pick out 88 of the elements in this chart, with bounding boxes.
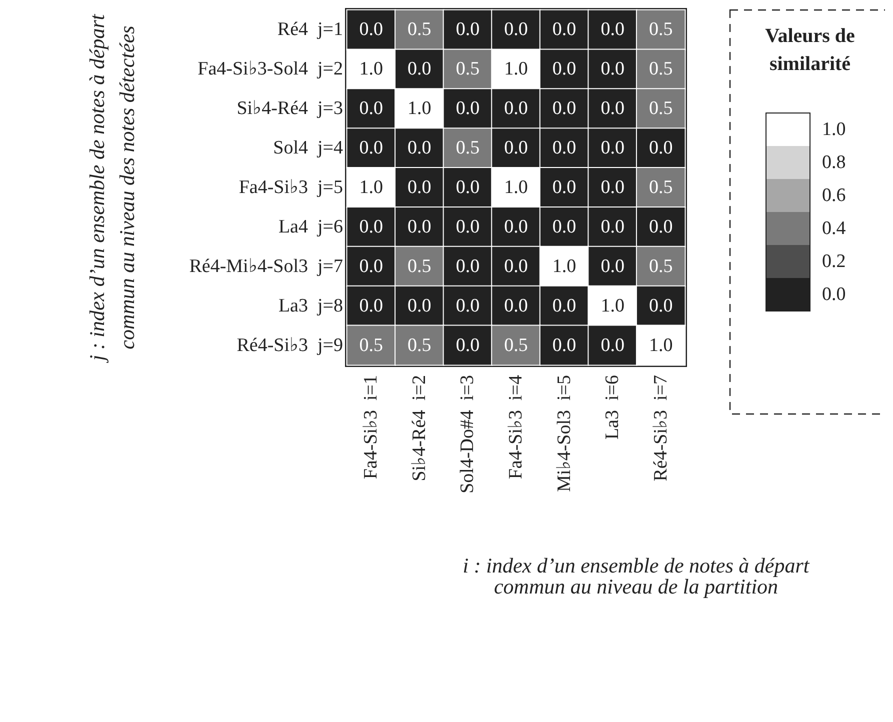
- data-label: 0.0: [552, 98, 576, 120]
- data-label: 0.0: [504, 256, 528, 277]
- color-bar-label: 0.6: [822, 185, 846, 206]
- y-tick-label: Sol4 j=4: [273, 138, 344, 159]
- x-tick-label: Ré4-Si♭3 i=7: [650, 375, 672, 482]
- data-label: 0.0: [552, 334, 576, 356]
- y-tick-label: Ré4-Mi♭4-Sol3 j=7: [189, 256, 343, 277]
- data-label: 0.5: [648, 177, 673, 198]
- data-label: 0.0: [600, 177, 624, 198]
- data-label: 0.0: [456, 177, 480, 198]
- data-label: 0.0: [504, 138, 528, 159]
- color-bar-label: 0.4: [822, 218, 846, 239]
- y-tick-label: Si♭4-Ré4 j=3: [236, 98, 343, 120]
- data-label: 1.0: [359, 177, 384, 198]
- data-label: 0.0: [456, 256, 480, 277]
- data-label: 0.0: [408, 295, 432, 316]
- data-label: 0.0: [408, 138, 432, 159]
- data-label: 0.0: [359, 138, 384, 159]
- data-label: 1.0: [600, 295, 624, 316]
- color-bar-label: 1.0: [822, 119, 846, 140]
- y-axis-title: j : index d’un ensemble de notes à départ commun au niveau des notes détectées: [85, 13, 139, 364]
- data-label: 1.0: [504, 177, 528, 198]
- data-label: 0.0: [648, 216, 673, 238]
- data-label: 0.0: [600, 334, 624, 356]
- data-label: 0.0: [359, 19, 384, 40]
- data-label: 0.0: [552, 216, 576, 238]
- data-label: 0.5: [359, 334, 384, 356]
- data-label: 0.0: [456, 98, 480, 120]
- data-label: 0.0: [600, 138, 624, 159]
- data-label: 0.0: [408, 216, 432, 238]
- data-label: 1.0: [408, 98, 432, 120]
- x-tick-label: Fa4-Si♭3 i=4: [506, 374, 526, 480]
- data-label: 0.0: [359, 216, 384, 238]
- data-label: 0.0: [600, 256, 624, 277]
- x-tick-label: La3 i=6: [602, 375, 624, 440]
- y-tick-label: La3 j=8: [278, 295, 343, 316]
- data-label: 0.5: [504, 334, 528, 356]
- data-label: 0.0: [456, 19, 480, 40]
- data-label: 1.0: [504, 58, 528, 80]
- y-tick-label: Ré4 j=1: [277, 19, 343, 40]
- data-label: 0.0: [552, 58, 576, 80]
- data-label: 0.0: [552, 177, 576, 198]
- data-label: 0.0: [600, 216, 624, 238]
- data-label: 0.0: [408, 177, 432, 198]
- x-axis-title: i : index d’un ensemble de notes à départ commun au niveau de la partition: [462, 554, 810, 598]
- data-label: 0.0: [359, 98, 384, 120]
- data-label: 0.0: [456, 295, 480, 316]
- data-label: 0.0: [600, 19, 624, 40]
- data-label: 1.0: [359, 58, 384, 80]
- y-tick-label: La4 j=6: [278, 216, 343, 238]
- x-tick-label: Fa4-Si♭3 i=1: [360, 375, 382, 480]
- data-label: 0.0: [504, 98, 528, 120]
- data-label: 0.0: [600, 98, 624, 120]
- data-label: 1.0: [552, 256, 576, 277]
- data-label: 0.0: [552, 295, 576, 316]
- data-label: 0.0: [504, 19, 528, 40]
- data-label: 0.0: [504, 295, 528, 316]
- data-label: 0.5: [648, 58, 673, 80]
- legend-title: Valeurs de similarité: [765, 25, 856, 75]
- data-label: 0.5: [408, 334, 432, 356]
- data-label: 0.5: [456, 138, 480, 159]
- y-tick-label: Fa4-Si♭3-Sol4 j=2: [198, 58, 343, 80]
- data-label: 0.5: [408, 19, 432, 40]
- data-label: 0.0: [648, 295, 673, 316]
- data-label: 0.5: [408, 256, 432, 277]
- y-tick-label: Ré4-Si♭3 j=9: [236, 334, 343, 356]
- y-tick-label: Fa4-Si♭3 j=5: [238, 177, 343, 198]
- data-label: 0.5: [648, 256, 673, 277]
- x-tick-label: Si♭4-Ré4 i=2: [408, 375, 430, 482]
- data-label: 1.0: [648, 334, 673, 356]
- data-label: 0.0: [552, 138, 576, 159]
- data-label: 0.5: [456, 58, 480, 80]
- data-label: 0.0: [456, 216, 480, 238]
- data-label: 0.0: [359, 295, 384, 316]
- color-bar-label: 0.0: [822, 284, 846, 305]
- x-tick-label: Mi♭4-Sol3 i=5: [554, 375, 575, 492]
- x-tick-label: Sol4-Do#4 i=3: [457, 375, 478, 494]
- data-label: 0.5: [648, 98, 673, 120]
- data-label: 0.0: [359, 256, 384, 277]
- data-label: 0.0: [408, 58, 432, 80]
- data-label: 0.0: [504, 216, 528, 238]
- data-label: 0.5: [648, 19, 673, 40]
- data-label: 0.0: [456, 334, 480, 356]
- color-bar-label: 0.2: [822, 251, 846, 272]
- data-label: 0.0: [648, 138, 673, 159]
- color-bar-label: 0.8: [822, 152, 846, 173]
- data-label: 0.0: [552, 19, 576, 40]
- data-label: 0.0: [600, 58, 624, 80]
